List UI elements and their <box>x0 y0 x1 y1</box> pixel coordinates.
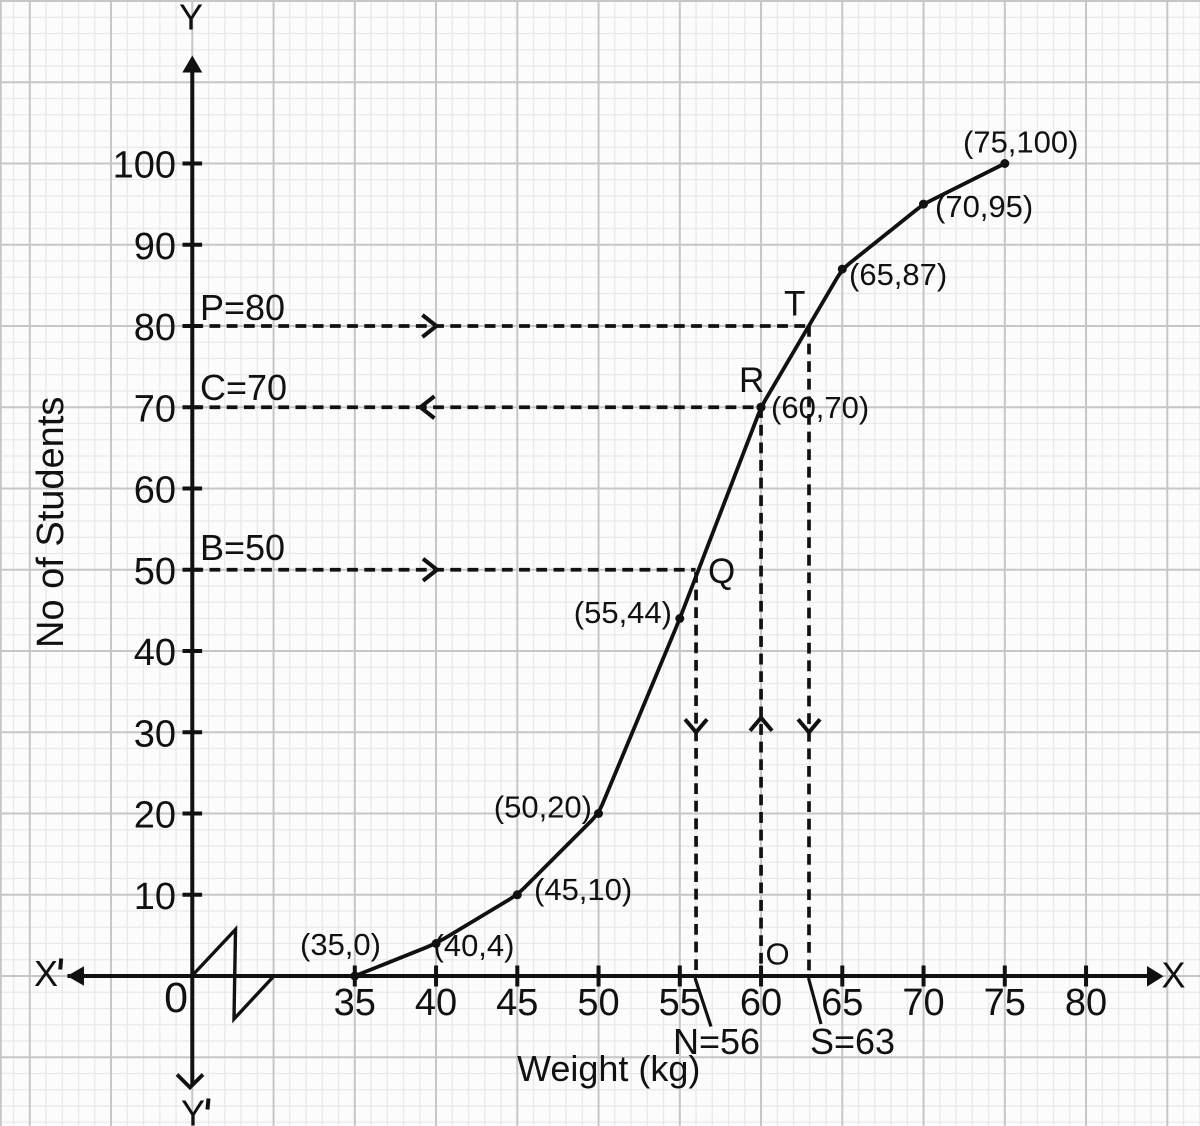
svg-text:65: 65 <box>821 982 863 1024</box>
svg-text:55: 55 <box>659 982 701 1024</box>
svg-text:(65,87): (65,87) <box>849 257 947 292</box>
svg-text:0: 0 <box>164 974 188 1022</box>
svg-text:X: X <box>34 953 58 994</box>
svg-text:50: 50 <box>134 551 176 593</box>
svg-text:N=56: N=56 <box>673 1021 760 1062</box>
svg-text:S=63: S=63 <box>810 1021 895 1062</box>
svg-text:R: R <box>739 361 764 400</box>
svg-text:60: 60 <box>740 982 782 1024</box>
svg-text:80: 80 <box>1065 982 1107 1024</box>
svg-text:Q: Q <box>708 552 735 591</box>
svg-text:70: 70 <box>902 982 944 1024</box>
svg-text:10: 10 <box>134 876 176 918</box>
svg-text:(75,100): (75,100) <box>963 125 1078 160</box>
svg-text:C=70: C=70 <box>200 367 287 408</box>
svg-text:(35,0): (35,0) <box>300 927 381 962</box>
svg-text:(50,20): (50,20) <box>494 790 592 825</box>
svg-text:70: 70 <box>134 388 176 430</box>
svg-text:100: 100 <box>113 145 176 187</box>
svg-text:75: 75 <box>984 982 1026 1024</box>
svg-text:(70,95): (70,95) <box>935 189 1033 224</box>
svg-text:(60,70): (60,70) <box>771 390 869 425</box>
svg-text:T: T <box>784 285 805 324</box>
svg-text:40: 40 <box>415 982 457 1024</box>
svg-text:(55,44): (55,44) <box>574 595 672 630</box>
svg-text:35: 35 <box>334 982 376 1024</box>
svg-text:O: O <box>766 937 790 972</box>
svg-text:20: 20 <box>134 795 176 837</box>
svg-text:Y: Y <box>181 1093 205 1126</box>
svg-text:X: X <box>1162 955 1186 996</box>
svg-text:(45,10): (45,10) <box>534 872 632 907</box>
svg-text:(40,4): (40,4) <box>434 928 515 963</box>
svg-text:90: 90 <box>134 226 176 268</box>
svg-text:B=50: B=50 <box>200 527 285 568</box>
svg-text:60: 60 <box>134 470 176 512</box>
svg-text:P=80: P=80 <box>200 287 285 328</box>
svg-text:Y: Y <box>179 0 203 38</box>
svg-text:40: 40 <box>134 632 176 674</box>
svg-text:80: 80 <box>134 307 176 349</box>
svg-text:50: 50 <box>577 982 619 1024</box>
svg-text:30: 30 <box>134 713 176 755</box>
svg-text:Weight (kg): Weight (kg) <box>517 1048 700 1089</box>
svg-text:No of Students: No of Students <box>30 397 72 648</box>
svg-text:45: 45 <box>496 982 538 1024</box>
